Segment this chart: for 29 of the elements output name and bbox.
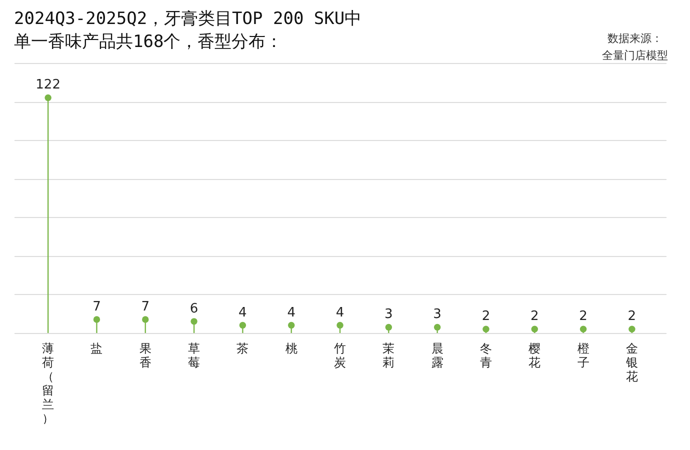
x-tick-label: 草莓 xyxy=(188,342,200,370)
chart-title: 2024Q3-2025Q2，牙膏类目TOP 200 SKU中 xyxy=(14,9,362,29)
x-tick-label: 桃 xyxy=(285,342,298,356)
x-tick-label: 橙子 xyxy=(577,342,590,370)
data-label: 2 xyxy=(482,309,490,324)
data-label: 4 xyxy=(238,305,247,320)
data-label: 2 xyxy=(530,309,539,324)
x-tick-label: 樱花 xyxy=(528,342,541,370)
x-tick-label: 果香 xyxy=(139,342,152,370)
data-label: 4 xyxy=(336,305,344,320)
data-label: 3 xyxy=(433,307,442,322)
chart-subtitle: 单一香味产品共168个，香型分布： xyxy=(14,32,283,52)
x-tick-label: 茶 xyxy=(236,342,249,356)
data-label: 2 xyxy=(579,309,588,324)
x-tick-label: 冬青 xyxy=(480,342,492,370)
x-tick-label: 金银花 xyxy=(624,342,638,384)
data-label: 122 xyxy=(36,78,60,93)
x-tick-label: 竹炭 xyxy=(334,342,346,370)
data-label: 7 xyxy=(92,300,101,314)
data-label: 2 xyxy=(628,309,636,324)
data-label: 7 xyxy=(141,300,150,314)
data-label: 3 xyxy=(384,307,393,322)
x-tick-label: 茉莉 xyxy=(382,342,395,370)
x-tick-label: 盐 xyxy=(90,342,103,356)
data-label: 4 xyxy=(287,305,296,320)
source-note: 数据来源： xyxy=(606,31,664,47)
x-tick-label: 晨露 xyxy=(431,342,444,370)
data-label: 6 xyxy=(190,301,198,316)
text: 全量门店模型 xyxy=(602,48,668,64)
